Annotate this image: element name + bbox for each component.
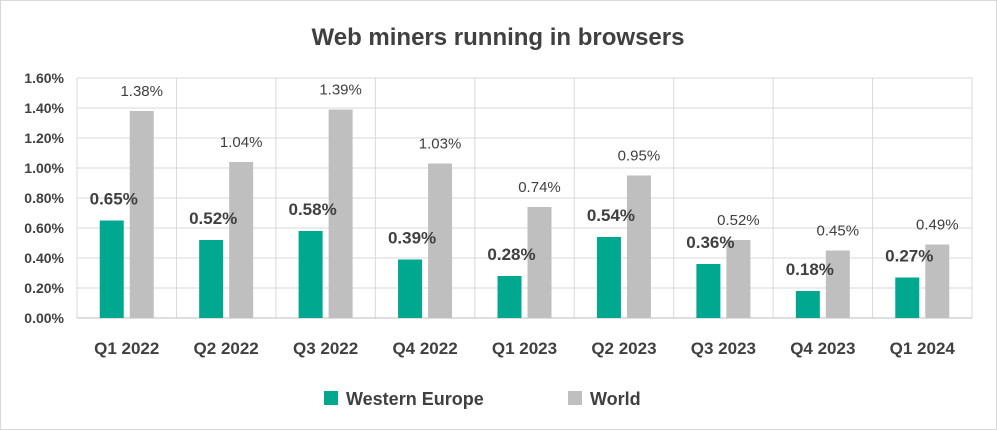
data-label-world: 0.74% <box>518 179 561 196</box>
bar-world <box>925 244 950 318</box>
y-axis-tick-labels: 0.00% 0.20% 0.40% 0.60% 0.80% 1.00% 1.20% 1.40%… <box>24 70 64 326</box>
bar-world <box>527 207 552 318</box>
data-label-western-europe: 0.39% <box>388 229 436 248</box>
legend-label: World <box>590 389 641 409</box>
bar-western-europe <box>199 240 224 318</box>
bar-world <box>626 175 651 318</box>
data-label-world: 0.45% <box>817 223 860 240</box>
data-label-western-europe: 0.65% <box>90 190 138 209</box>
y-tick-label: 0.00% <box>24 310 64 326</box>
y-tick-label: 1.40% <box>24 100 64 116</box>
legend-swatch <box>324 391 338 405</box>
data-label-world: 1.04% <box>220 134 263 151</box>
legend: Western Europe World <box>324 389 641 409</box>
data-label-western-europe: 0.27% <box>885 247 933 266</box>
x-tick-label: Q2 2023 <box>591 339 656 358</box>
y-tick-label: 1.20% <box>24 130 64 146</box>
bar-western-europe <box>596 237 621 318</box>
bars <box>99 109 950 318</box>
bar-western-europe <box>895 277 920 318</box>
data-label-western-europe: 0.58% <box>289 200 337 219</box>
data-label-western-europe: 0.18% <box>786 260 834 279</box>
data-label-world: 0.95% <box>618 148 661 165</box>
data-label-western-europe: 0.36% <box>686 233 734 252</box>
chart-title: Web miners running in browsers <box>312 24 685 51</box>
x-tick-label: Q3 2022 <box>293 339 358 358</box>
x-tick-label: Q1 2022 <box>94 339 159 358</box>
bar-western-europe <box>795 291 820 318</box>
x-tick-label: Q1 2023 <box>492 339 557 358</box>
bar-western-europe <box>99 220 124 318</box>
bar-western-europe <box>298 231 323 318</box>
data-label-western-europe: 0.52% <box>189 209 237 228</box>
legend-swatch <box>568 391 582 405</box>
y-tick-label: 1.60% <box>24 70 64 86</box>
bar-western-europe <box>497 276 522 318</box>
bar-world <box>129 111 154 318</box>
data-label-world: 1.39% <box>319 82 362 99</box>
y-tick-label: 0.80% <box>24 190 64 206</box>
bar-western-europe <box>696 264 721 318</box>
x-axis-tick-labels: Q1 2022 Q2 2022 Q3 2022 Q4 2022 Q1 2023 Q2 20… <box>94 339 955 358</box>
gridlines <box>76 77 973 319</box>
x-tick-label: Q2 2022 <box>194 339 259 358</box>
data-label-world: 0.49% <box>916 217 959 234</box>
y-tick-label: 0.60% <box>24 220 64 236</box>
bar-world <box>726 240 751 318</box>
data-label-world: 1.03% <box>419 136 462 153</box>
legend-label: Western Europe <box>346 389 484 409</box>
y-tick-label: 0.20% <box>24 280 64 296</box>
x-tick-label: Q1 2024 <box>890 339 956 358</box>
bar-world <box>825 250 850 318</box>
y-tick-label: 0.40% <box>24 250 64 266</box>
bar-world <box>428 163 453 318</box>
bar-world <box>229 162 254 318</box>
x-tick-label: Q4 2023 <box>790 339 855 358</box>
x-tick-label: Q3 2023 <box>691 339 756 358</box>
data-label-western-europe: 0.54% <box>587 206 635 225</box>
y-tick-label: 1.00% <box>24 160 64 176</box>
data-label-world: 0.52% <box>717 212 760 229</box>
data-labels: 0.65% 1.38% 0.52% 1.04% 0.58% 1.39% 0.39% 1.03%… <box>90 82 959 280</box>
bar-western-europe <box>398 259 423 318</box>
data-label-world: 1.38% <box>120 83 163 100</box>
data-label-western-europe: 0.28% <box>487 245 535 264</box>
bar-world <box>328 109 353 318</box>
x-tick-label: Q4 2022 <box>392 339 457 358</box>
